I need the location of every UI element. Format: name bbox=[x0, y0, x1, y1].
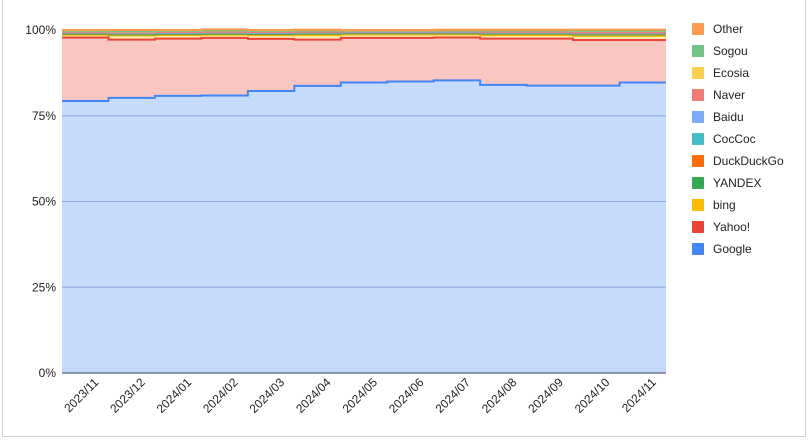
legend-swatch bbox=[692, 155, 704, 167]
legend-label: Baidu bbox=[713, 110, 744, 124]
legend-label: DuckDuckGo bbox=[713, 154, 784, 168]
legend-swatch bbox=[692, 89, 704, 101]
legend-item: Naver bbox=[692, 88, 745, 102]
legend-label: CocCoc bbox=[713, 132, 756, 146]
legend-item: Other bbox=[692, 22, 743, 36]
x-tick-label: 2023/11 bbox=[61, 375, 101, 415]
legend-label: Ecosia bbox=[713, 66, 749, 80]
legend-swatch bbox=[692, 243, 704, 255]
legend-swatch bbox=[692, 23, 704, 35]
y-tick-label: 50% bbox=[32, 195, 56, 209]
x-tick-label: 2024/03 bbox=[247, 375, 288, 416]
legend-swatch bbox=[692, 177, 704, 189]
legend-label: Google bbox=[713, 242, 752, 256]
x-tick-label: 2024/08 bbox=[479, 375, 520, 416]
legend-label: Other bbox=[713, 22, 743, 36]
legend-item: Yahoo! bbox=[692, 220, 750, 234]
y-tick-label: 75% bbox=[32, 109, 56, 123]
y-tick-label: 0% bbox=[39, 366, 57, 380]
legend-item: bing bbox=[692, 198, 736, 212]
x-tick-label: 2024/04 bbox=[293, 375, 334, 416]
x-tick-label: 2024/11 bbox=[619, 375, 659, 415]
x-tick-label: 2024/09 bbox=[525, 375, 566, 416]
legend-label: YANDEX bbox=[713, 176, 761, 190]
legend-swatch bbox=[692, 199, 704, 211]
line-yahoo bbox=[62, 36, 666, 41]
legend-swatch bbox=[692, 67, 704, 79]
legend-label: Yahoo! bbox=[713, 220, 750, 234]
legend-label: Sogou bbox=[713, 44, 748, 58]
x-tick-label: 2024/07 bbox=[432, 375, 473, 416]
legend-swatch bbox=[692, 221, 704, 233]
legend-item: Sogou bbox=[692, 44, 748, 58]
legend-swatch bbox=[692, 45, 704, 57]
x-tick-label: 2024/02 bbox=[200, 375, 241, 416]
x-tick-label: 2024/01 bbox=[154, 375, 195, 416]
legend-label: Naver bbox=[713, 88, 745, 102]
area-yahoo bbox=[62, 37, 666, 102]
legend-item: YANDEX bbox=[692, 176, 761, 190]
legend-label: bing bbox=[713, 198, 736, 212]
x-tick-label: 2023/12 bbox=[107, 375, 148, 416]
legend-item: Google bbox=[692, 242, 752, 256]
area-google bbox=[62, 80, 666, 374]
y-tick-label: 100% bbox=[25, 23, 56, 37]
x-tick-label: 2024/06 bbox=[386, 375, 427, 416]
line-google bbox=[62, 79, 666, 103]
y-tick-label: 25% bbox=[32, 280, 56, 294]
x-tick-label: 2024/10 bbox=[572, 375, 613, 416]
legend-swatch bbox=[692, 133, 704, 145]
line-other bbox=[62, 28, 666, 31]
x-tick-label: 2024/05 bbox=[340, 375, 381, 416]
legend-item: Baidu bbox=[692, 110, 744, 124]
legend-item: Ecosia bbox=[692, 66, 749, 80]
legend-swatch bbox=[692, 111, 704, 123]
legend-item: DuckDuckGo bbox=[692, 154, 784, 168]
legend-item: CocCoc bbox=[692, 132, 756, 146]
